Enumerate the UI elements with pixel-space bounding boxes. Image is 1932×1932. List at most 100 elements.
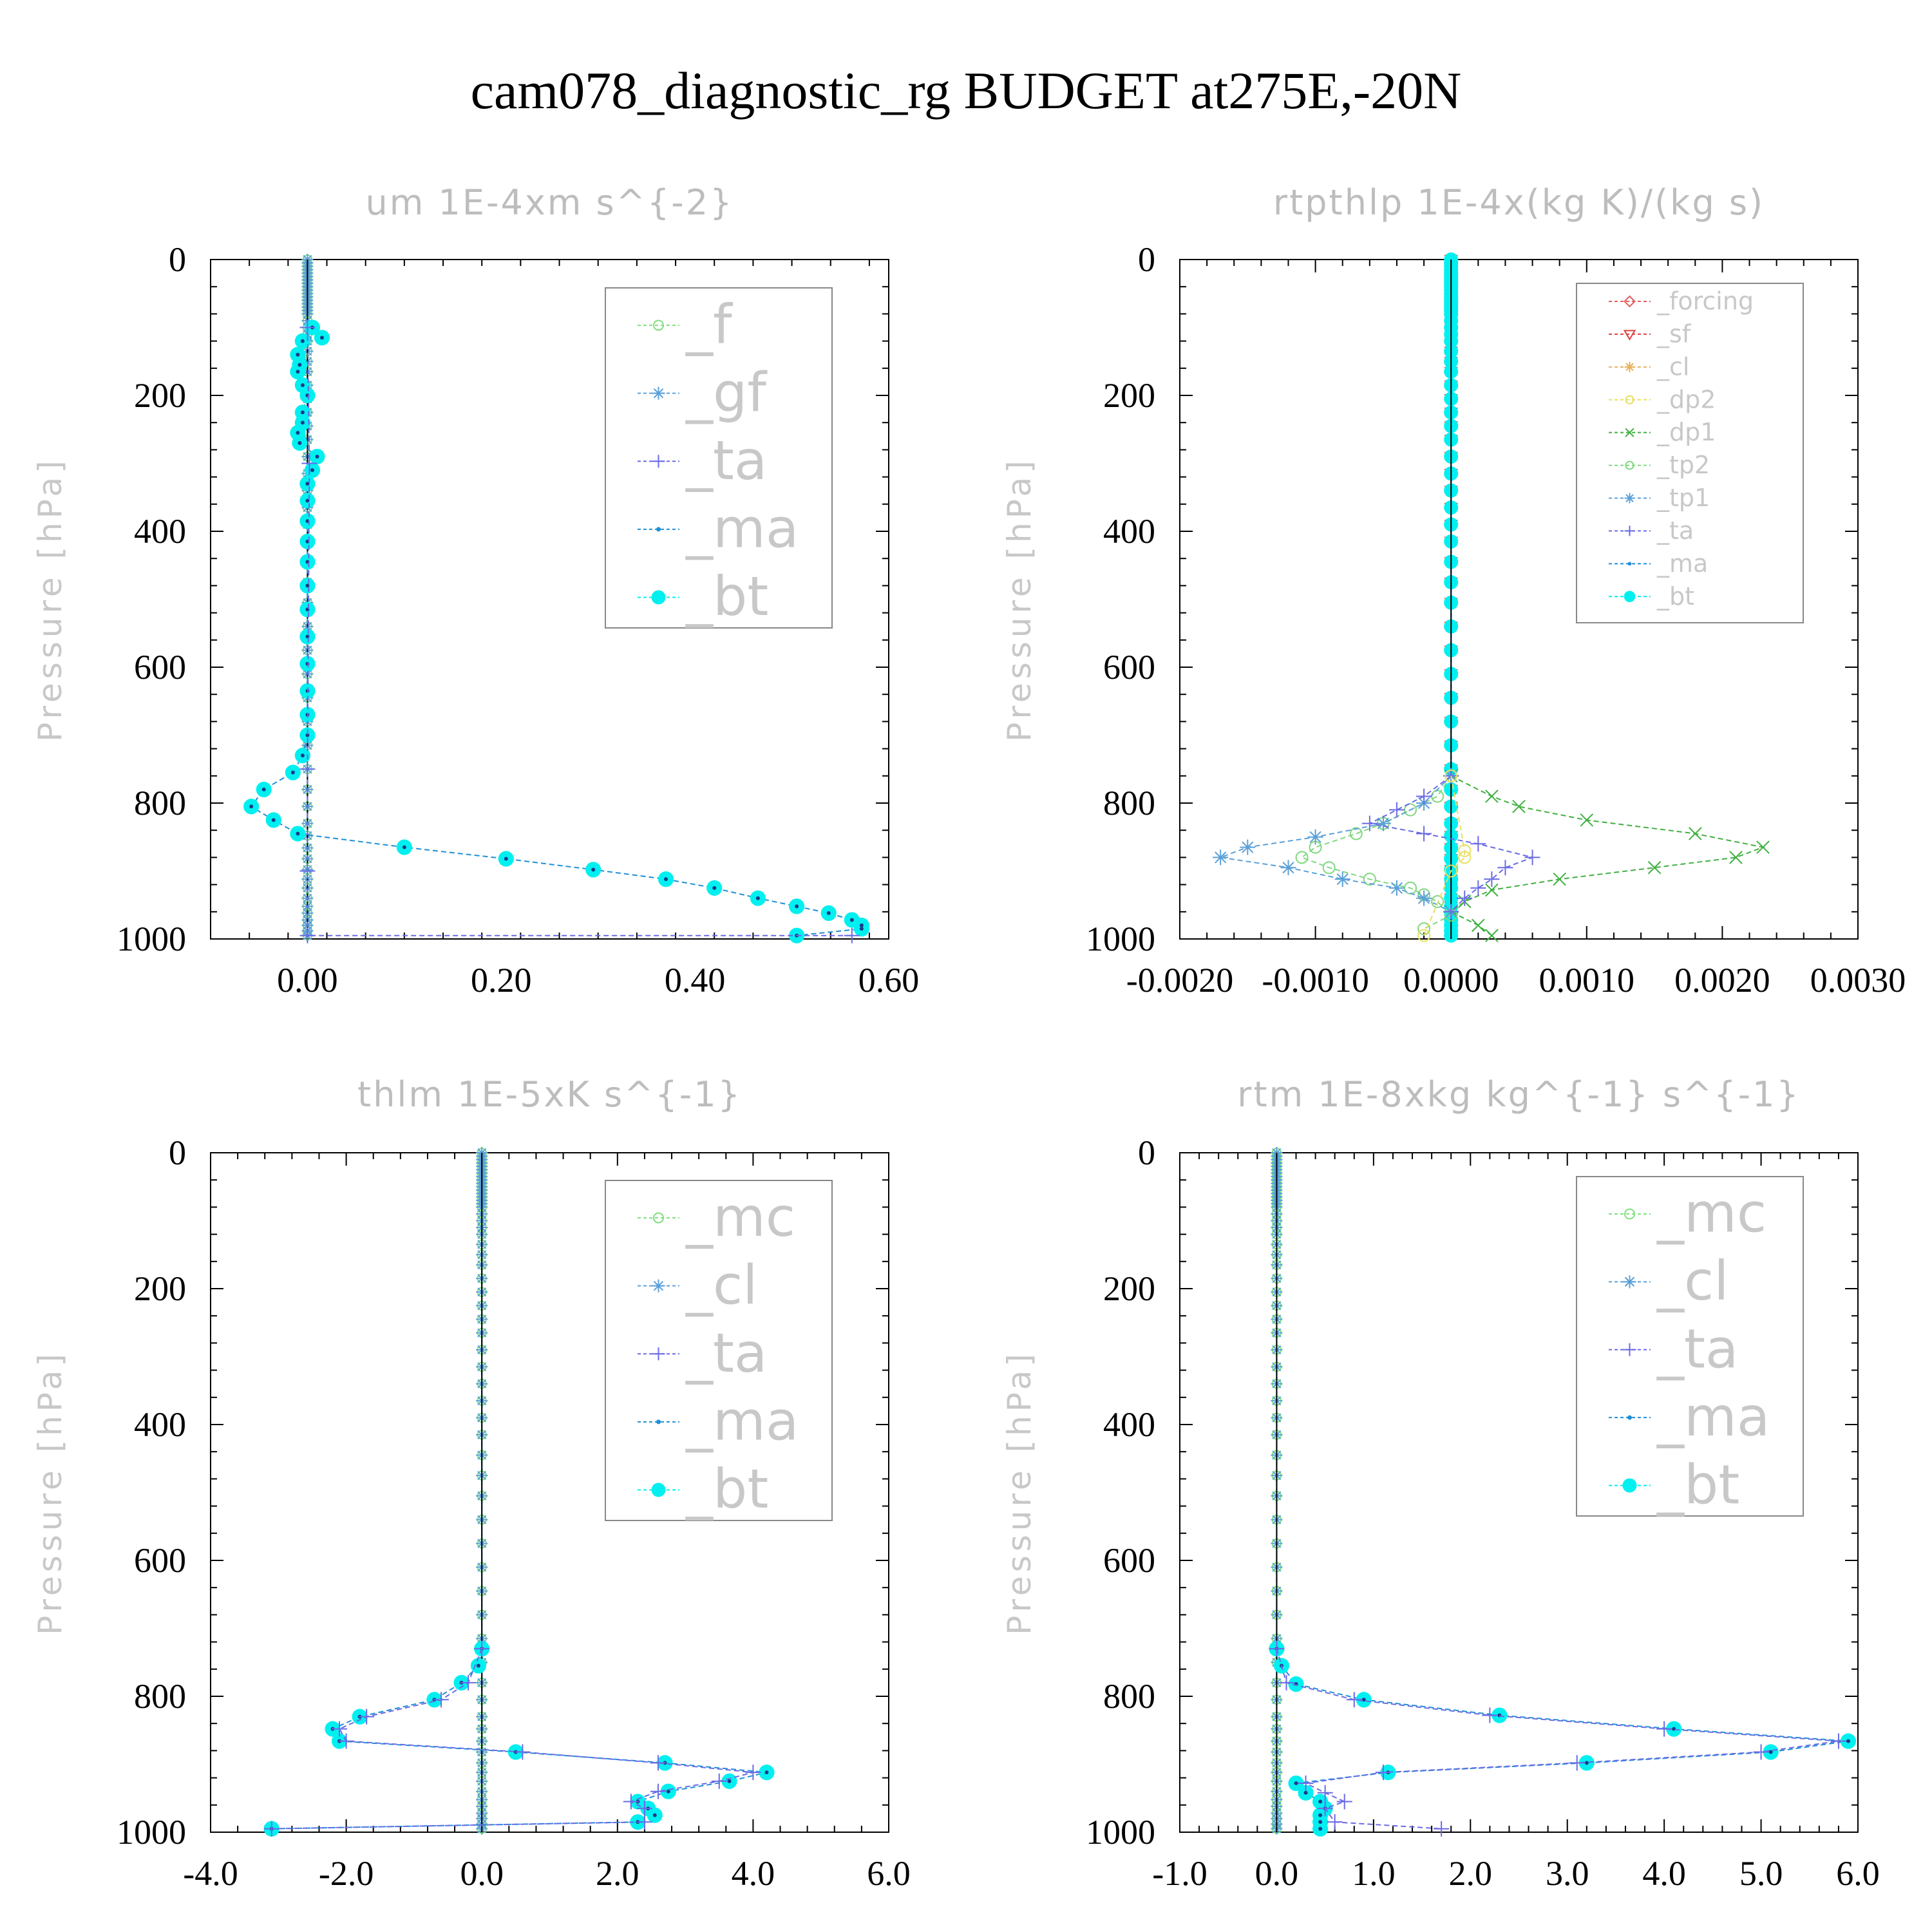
data-point: [1349, 827, 1363, 840]
legend-marker: [1627, 1415, 1632, 1420]
data-point-center: [1303, 1790, 1308, 1795]
legend-marker: [1625, 460, 1634, 470]
data-point: [1470, 880, 1486, 896]
y-tick-label: 800: [134, 784, 186, 822]
series-bt: [243, 319, 869, 943]
data-point: [1569, 1755, 1585, 1771]
data-point: [1830, 1733, 1846, 1749]
data-point: [1444, 864, 1458, 878]
data-point: [1512, 799, 1526, 813]
x-tick-label: 1.0: [1352, 1854, 1396, 1893]
legend: _mc_cl_ta_ma_bt: [1576, 1176, 1804, 1517]
data-point: [1443, 904, 1459, 920]
data-point: [515, 1744, 531, 1760]
data-point: [1484, 871, 1500, 887]
data-point-center: [300, 753, 305, 758]
data-point-center: [402, 845, 406, 849]
data-point-center: [296, 831, 300, 836]
x-tick-label: 6.0: [867, 1854, 911, 1893]
data-point-center: [300, 421, 305, 425]
data-point-center: [1318, 1799, 1323, 1804]
data-point-center: [859, 927, 864, 931]
legend-marker: [1624, 295, 1636, 308]
legend-marker: [1625, 395, 1634, 404]
x-tick-label: 5.0: [1739, 1854, 1783, 1893]
data-point-center: [296, 370, 300, 374]
series-line: [271, 1648, 753, 1830]
y-axis-label: Pressure [hPa]: [32, 457, 69, 742]
chart-panel-3: thlm 1E-5xK s^{-1} Pressure [hPa] 0 200 400 6…: [32, 1074, 911, 1893]
data-point: [359, 1709, 375, 1725]
data-point-center: [755, 896, 760, 900]
data-point-center: [300, 410, 305, 415]
data-point: [1388, 802, 1405, 818]
data-point: [1656, 1721, 1672, 1737]
data-point: [301, 455, 317, 471]
data-point-center: [305, 583, 310, 588]
legend-label: _dp1: [1656, 418, 1716, 446]
legend-marker: [1624, 493, 1635, 504]
x-tick-label: 0.20: [471, 961, 532, 999]
legend-label: _bt: [1656, 1453, 1739, 1516]
legend-marker: [1624, 1208, 1635, 1220]
data-point-center: [271, 818, 276, 822]
legend-label: _ta: [1656, 1317, 1738, 1380]
data-point-center: [249, 804, 254, 809]
data-point: [1269, 1641, 1285, 1657]
data-point-center: [849, 918, 854, 922]
y-tick-label: 800: [1103, 1677, 1155, 1716]
series-ta: [1269, 1641, 1846, 1837]
data-point-center: [859, 923, 864, 927]
data-point: [650, 1783, 666, 1799]
legend-label: _bt: [685, 565, 768, 628]
legend-box: [605, 1180, 833, 1521]
legend-marker: [651, 590, 666, 605]
y-axis-label: Pressure [hPa]: [32, 1350, 69, 1635]
chart-title: rtm 1E-8xkg kg^{-1} s^{-1}: [1237, 1074, 1801, 1115]
data-point: [1457, 890, 1473, 906]
data-point: [1753, 1744, 1769, 1760]
plot-frame: [1179, 1152, 1859, 1833]
data-point-center: [1318, 1826, 1323, 1831]
data-point-center: [296, 352, 300, 357]
series-line: [1276, 1648, 1849, 1829]
data-point: [1524, 849, 1540, 866]
y-tick-label: 0: [169, 240, 186, 279]
data-point-center: [315, 454, 319, 459]
data-point: [844, 927, 860, 943]
data-point: [1295, 851, 1309, 864]
chart-panels: um 1E-4xm s^{-2} Pressure [hPa] 0 200 400 600…: [32, 182, 1906, 1893]
data-point-center: [310, 468, 314, 473]
data-point: [460, 1674, 477, 1690]
legend-marker: [1624, 591, 1636, 603]
data-point: [1404, 881, 1417, 895]
legend-label: _ta: [685, 429, 767, 492]
data-point: [1334, 871, 1350, 887]
data-point: [1363, 873, 1376, 886]
data-point: [1213, 849, 1229, 866]
y-tick-label: 600: [134, 648, 186, 687]
x-tick-label: -0.0010: [1262, 961, 1368, 999]
chart-title: rtpthlp 1E-4x(kg K)/(kg s): [1273, 182, 1765, 223]
legend-marker: [652, 455, 665, 468]
legend-marker: [1625, 428, 1634, 437]
series-line: [1367, 775, 1535, 913]
data-point: [1317, 1785, 1333, 1801]
legend-label: _bt: [1656, 582, 1694, 611]
data-point: [1346, 1692, 1362, 1708]
data-point-center: [504, 857, 508, 861]
data-point-center: [290, 770, 295, 775]
chart-title: thlm 1E-5xK s^{-1}: [357, 1074, 742, 1115]
x-tick-label: 4.0: [732, 1854, 775, 1893]
data-point: [636, 1801, 652, 1817]
data-point: [474, 1641, 490, 1657]
legend-marker: [1623, 330, 1636, 341]
legend-label: _mc: [685, 1186, 795, 1249]
data-point-center: [319, 336, 324, 340]
legend-box: [605, 287, 833, 629]
legend-label: _ma: [685, 1390, 799, 1453]
data-point: [1404, 803, 1417, 817]
data-point-center: [652, 1813, 657, 1817]
legend-marker: [1627, 562, 1632, 566]
legend-label: _sf: [1656, 319, 1692, 348]
